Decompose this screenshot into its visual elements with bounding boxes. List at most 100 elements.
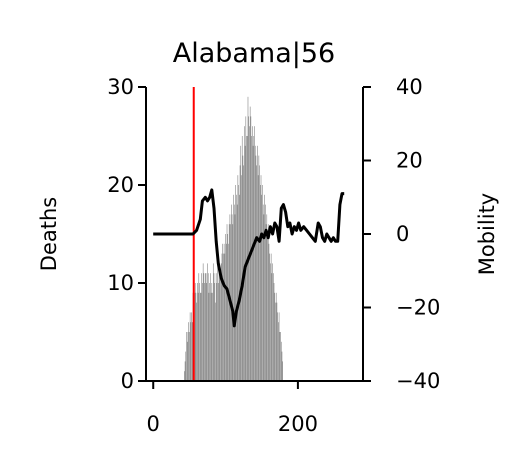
death-bar [218, 283, 219, 381]
y2-tick-label: −20 [396, 296, 440, 320]
death-bar [260, 175, 262, 381]
death-bar [254, 126, 255, 381]
death-bar [242, 155, 244, 381]
death-bar [241, 136, 243, 381]
death-bar [194, 283, 196, 381]
death-bar [239, 165, 241, 381]
y2-tick-label: −40 [396, 369, 440, 393]
death-bar [241, 175, 242, 381]
death-bar [236, 204, 238, 381]
death-bar [265, 224, 267, 381]
y-axis-title-mobility: Mobility [475, 193, 499, 275]
death-bar [226, 243, 227, 381]
death-bar [279, 332, 281, 381]
death-bar [266, 214, 268, 381]
death-bar [205, 273, 206, 381]
death-bar [187, 332, 189, 381]
death-bar [267, 224, 269, 381]
death-bar [246, 136, 247, 381]
death-bar [221, 253, 223, 381]
death-bar [261, 194, 263, 381]
death-bar [202, 263, 204, 381]
death-bar [188, 322, 189, 381]
death-bar [268, 243, 270, 381]
death-bar [212, 292, 213, 381]
death-bar [233, 194, 234, 381]
death-bar [278, 322, 279, 381]
death-bar [191, 312, 192, 381]
death-bar [257, 175, 259, 381]
y2-tick-label: 20 [396, 149, 423, 173]
death-bar [231, 204, 232, 381]
death-bar [223, 243, 225, 381]
death-bar [208, 292, 210, 381]
death-bar [189, 312, 191, 381]
death-bar [262, 185, 263, 381]
y-tick-label: 20 [107, 173, 134, 197]
death-bar [207, 263, 208, 381]
death-bar [211, 283, 213, 381]
death-bar [206, 283, 208, 381]
death-bar [253, 136, 255, 381]
death-bar [202, 283, 203, 381]
death-bar [195, 292, 197, 381]
death-bar [199, 292, 201, 381]
death-bar [247, 96, 249, 382]
death-bar [204, 283, 205, 381]
death-bar [212, 263, 214, 381]
death-bar [218, 273, 220, 381]
death-bar [260, 185, 261, 381]
death-bar [272, 263, 273, 381]
death-bar [273, 273, 274, 381]
death-bar [220, 263, 222, 381]
death-bar [282, 361, 283, 381]
death-bar [228, 243, 229, 381]
death-bar [281, 351, 283, 381]
death-bar [239, 194, 240, 381]
y2-tick-label: 40 [396, 75, 423, 99]
death-bar [257, 145, 258, 381]
death-bar [259, 165, 260, 381]
death-bar [222, 243, 223, 381]
death-bar [265, 204, 266, 381]
death-bar [207, 273, 209, 381]
death-bar [197, 283, 198, 381]
death-bar [223, 253, 224, 381]
death-bar [199, 283, 200, 381]
death-bar [209, 283, 210, 381]
death-bar [184, 371, 185, 381]
death-bar [231, 214, 233, 381]
x-tick-label: 200 [278, 412, 318, 436]
death-bar [269, 253, 270, 381]
death-bar [214, 283, 216, 381]
death-bar [224, 253, 226, 381]
death-bar [213, 273, 215, 381]
death-bar [203, 273, 205, 381]
death-bar [184, 361, 186, 381]
death-bar [245, 116, 247, 382]
death-bar [232, 224, 234, 381]
death-bar [226, 224, 228, 381]
mobility-line [153, 188, 345, 328]
y-tick-label: 0 [121, 369, 134, 393]
death-bar [190, 322, 192, 381]
death-bar [200, 292, 202, 381]
death-bar [235, 185, 236, 381]
death-bar [254, 145, 256, 381]
death-bar [264, 194, 265, 381]
death-bar [189, 332, 190, 381]
death-bar [238, 185, 239, 381]
death-bar [185, 351, 187, 381]
death-bar [252, 145, 254, 381]
death-bar [278, 312, 280, 381]
death-bar [267, 234, 268, 381]
death-bar [258, 155, 260, 381]
death-bar [275, 292, 277, 381]
death-bar [263, 214, 265, 381]
death-bar [252, 126, 253, 381]
death-bar [196, 302, 197, 381]
death-bar [192, 322, 193, 381]
death-bar [274, 292, 276, 381]
